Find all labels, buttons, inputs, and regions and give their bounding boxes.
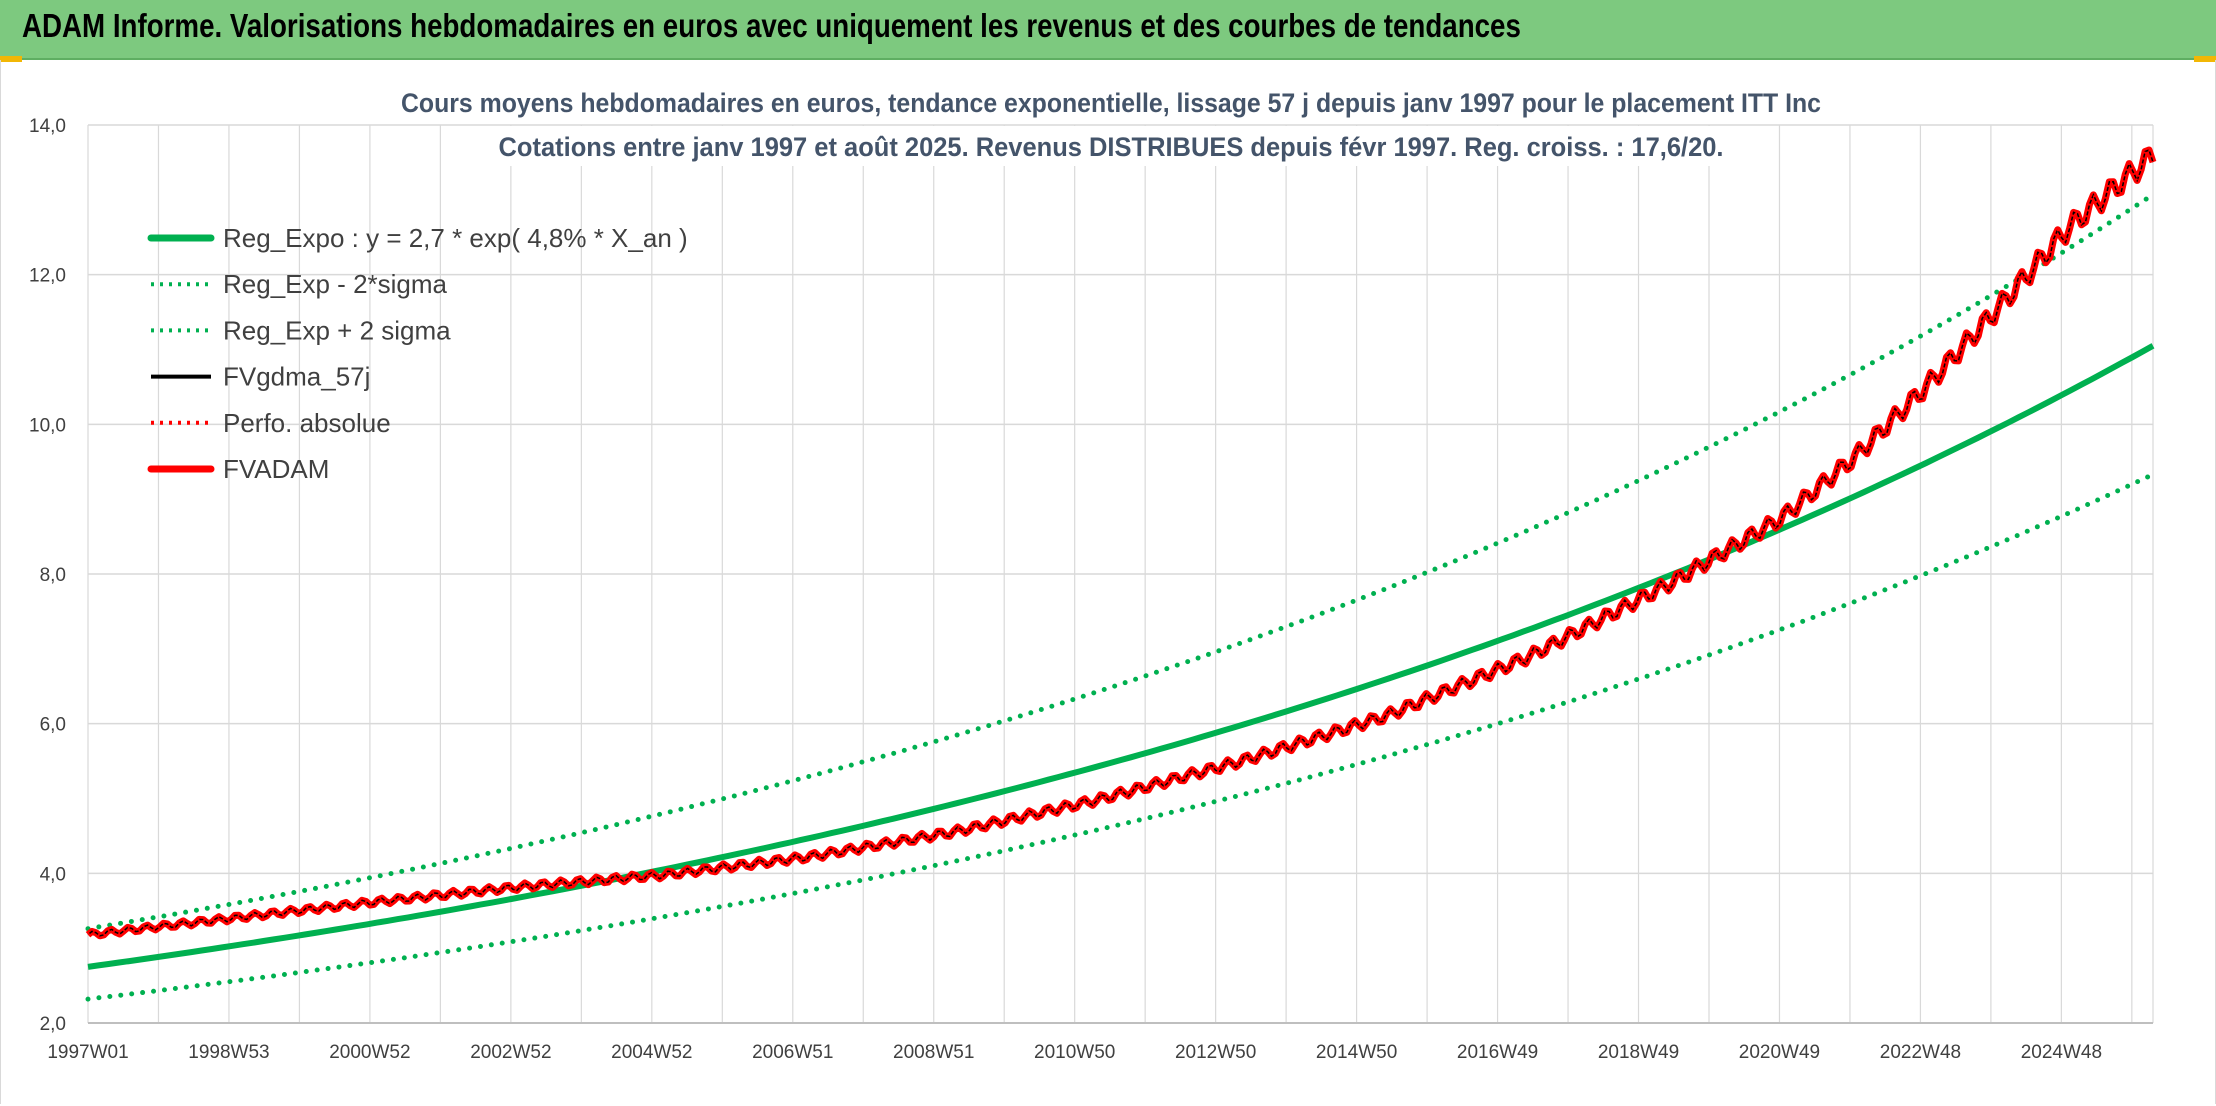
x-tick-label: 2014W50: [1316, 1042, 1397, 1063]
chart-frame: Cours moyens hebdomadaires en euros, ten…: [0, 60, 2216, 1104]
x-tick-label: 2010W50: [1034, 1042, 1115, 1063]
x-tick-label: 2002W52: [470, 1042, 551, 1063]
x-tick-label: 2000W52: [329, 1042, 410, 1063]
series-perfo-absolue: [87, 148, 2154, 937]
x-tick-label: 2022W48: [1880, 1042, 1961, 1063]
y-tick-label: 6,0: [40, 715, 66, 736]
y-tick-label: 8,0: [40, 565, 66, 586]
legend-label: Reg_Exp - 2*sigma: [223, 269, 448, 299]
series-fvgdma-57j: [87, 149, 2154, 937]
report-title: ADAM Informe. Valorisations hebdomadaire…: [22, 7, 1521, 44]
corner-mark-left: [0, 56, 22, 62]
chart-title-line: Cotations entre janv 1997 et août 2025. …: [499, 132, 1724, 162]
gridlines: [87, 124, 2154, 1024]
series-reg-expo: [87, 343, 2155, 970]
y-tick-label: 10,0: [29, 415, 66, 436]
x-tick-label: 2018W49: [1598, 1042, 1679, 1063]
x-axis-ticks: 1997W01 1998W53 2000W52 2002W52 2004W52 2006W…: [47, 1042, 2102, 1063]
chart-title-block: Cours moyens hebdomadaires en euros, ten…: [396, 82, 1826, 166]
y-tick-label: 12,0: [29, 266, 66, 287]
x-tick-label: 2016W49: [1457, 1042, 1538, 1063]
legend-label: FVgdma_57j: [223, 362, 370, 392]
series-fvadam: [85, 146, 2157, 940]
report-header: ADAM Informe. Valorisations hebdomadaire…: [0, 0, 2216, 60]
x-tick-label: 2006W51: [752, 1042, 833, 1063]
x-tick-label: 2004W52: [611, 1042, 692, 1063]
title-backdrop: [493, 126, 1729, 166]
x-tick-label: 2024W48: [2021, 1042, 2102, 1063]
x-tick-label: 2020W49: [1739, 1042, 1820, 1063]
x-tick-label: 1998W53: [188, 1042, 269, 1063]
series-reg-exp-plus-2sigma: [85, 192, 2156, 932]
legend-label: Perfo. absolue: [223, 408, 391, 438]
chart: Cours moyens hebdomadaires en euros, ten…: [29, 82, 2157, 1063]
x-tick-label: 1997W01: [47, 1042, 128, 1063]
legend: Reg_Expo : y = 2,7 * exp( 4,8% * X_an ) R…: [147, 223, 688, 484]
y-tick-label: 14,0: [29, 116, 66, 137]
y-axis-ticks: 2,0 4,0 6,0 8,0 10,0 12,0 14,0: [29, 116, 66, 1035]
corner-mark-right: [2194, 56, 2216, 62]
series-lines: [85, 146, 2157, 1002]
legend-label: Reg_Exp + 2 sigma: [223, 315, 451, 345]
chart-title-line: Cours moyens hebdomadaires en euros, ten…: [401, 88, 1821, 118]
y-tick-label: 2,0: [40, 1014, 66, 1035]
x-tick-label: 2012W50: [1175, 1042, 1256, 1063]
title-backdrop: [396, 82, 1826, 122]
x-tick-label: 2008W51: [893, 1042, 974, 1063]
legend-label: FVADAM: [223, 454, 329, 484]
y-tick-label: 4,0: [40, 864, 66, 885]
legend-label: Reg_Expo : y = 2,7 * exp( 4,8% * X_an ): [223, 223, 688, 253]
